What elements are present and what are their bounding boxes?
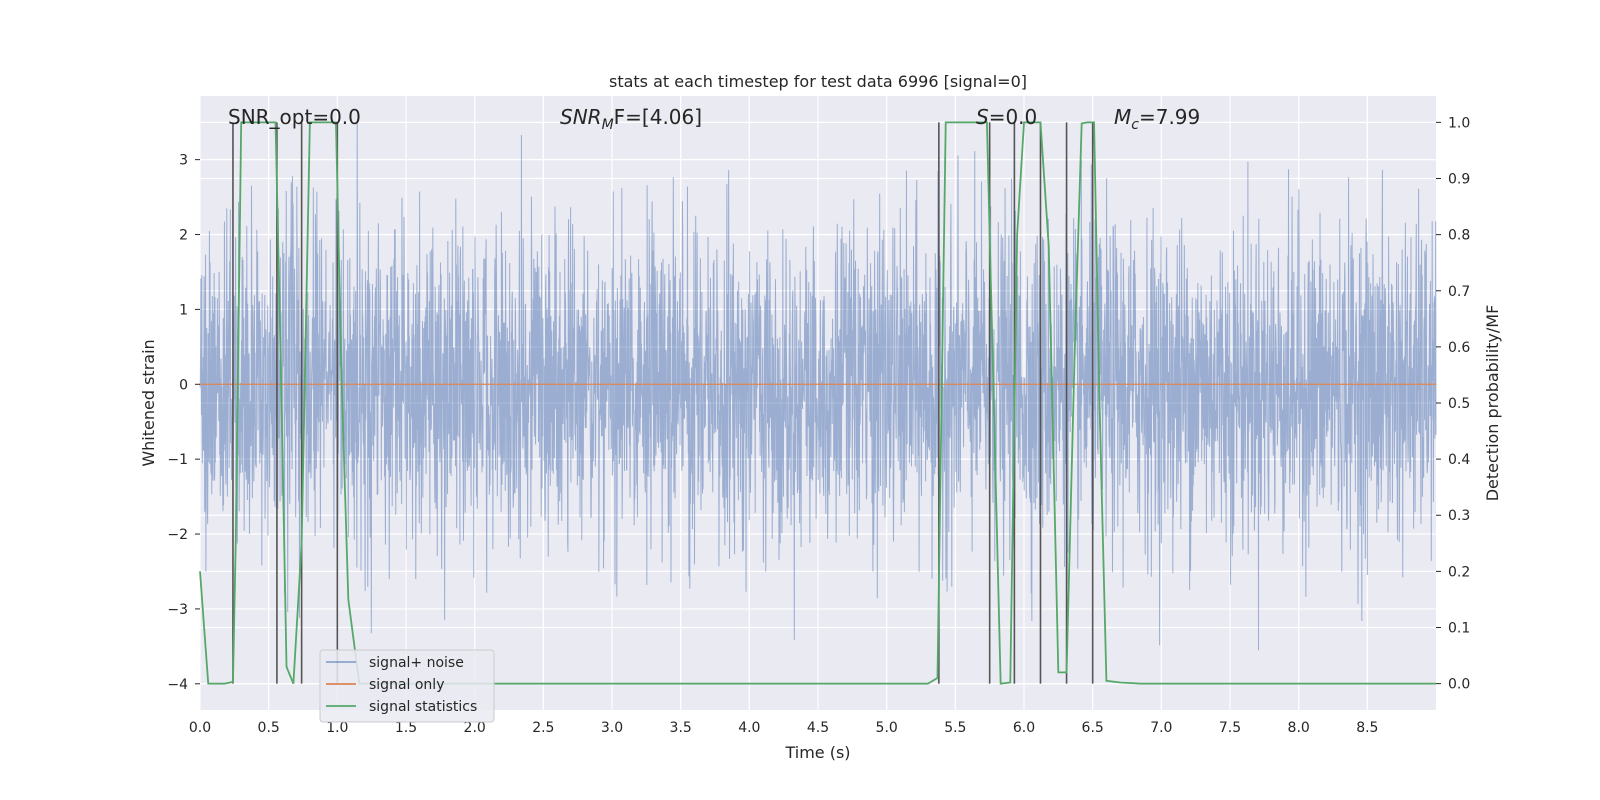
y2-axis-label: Detection probability/MF — [1483, 305, 1502, 502]
series-signal-statistics — [199, 121, 1436, 685]
legend-label-stats: signal statistics — [369, 699, 477, 715]
annotation-snr-mf-sub: M — [602, 117, 614, 133]
annotation-snr-opt: SNR_opt=0.0 — [228, 105, 361, 129]
y2-tick-label-7: 0.3 — [1448, 508, 1470, 524]
y-tick-label-5: −2 — [167, 527, 188, 543]
x-tick-label-5: 2.5 — [532, 720, 554, 736]
x-tick-label-6: 3.0 — [601, 720, 623, 736]
chart-title: stats at each timestep for test data 699… — [609, 72, 1027, 91]
x-tick-label-17: 8.5 — [1356, 720, 1378, 736]
y2-tick-label-2: 0.8 — [1448, 228, 1470, 244]
annotation-mc: Mc=7.99 — [1114, 105, 1200, 133]
y-axis-right: 1.0 0.9 0.8 0.7 0.6 0.5 0.4 0.3 0.2 0.1 0.0 — [1436, 115, 1470, 693]
y-tick-label-1: 2 — [179, 228, 188, 244]
y2-tick-label-9: 0.1 — [1448, 620, 1470, 636]
x-tick-label-11: 5.5 — [944, 720, 966, 736]
y-axis-label: Whitened strain — [139, 339, 158, 466]
x-tick-label-1: 0.5 — [258, 720, 280, 736]
y-tick-label-7: −4 — [167, 677, 188, 693]
y2-tick-label-5: 0.5 — [1448, 396, 1470, 412]
annotation-s-rest: =0.0 — [989, 105, 1038, 129]
y2-tick-label-8: 0.2 — [1448, 564, 1470, 580]
legend: signal+ noise signal only signal statist… — [319, 649, 495, 723]
y2-tick-label-6: 0.4 — [1448, 452, 1470, 468]
x-tick-label-16: 8.0 — [1288, 720, 1310, 736]
x-tick-label-8: 4.0 — [738, 720, 760, 736]
x-tick-label-9: 4.5 — [807, 720, 829, 736]
y-tick-label-4: −1 — [167, 452, 188, 468]
x-tick-label-2: 1.0 — [326, 720, 348, 736]
annotation-mc-rest: =7.99 — [1139, 105, 1200, 129]
x-tick-label-13: 6.5 — [1082, 720, 1104, 736]
annotation-s: S=0.0 — [976, 105, 1037, 129]
annotation-snr-mf-main: SNR — [560, 105, 602, 129]
legend-box — [319, 649, 495, 723]
x-axis-label: Time (s) — [784, 743, 850, 762]
y2-tick-label-10: 0.0 — [1448, 677, 1470, 693]
y2-tick-label-0: 1.0 — [1448, 115, 1470, 131]
x-tick-label-10: 5.0 — [876, 720, 898, 736]
y2-tick-label-4: 0.6 — [1448, 340, 1470, 356]
y-axis-left: 3 2 1 0 −1 −2 −3 −4 — [167, 153, 200, 693]
annotation-mc-sub: c — [1131, 117, 1139, 133]
y-tick-label-3: 0 — [179, 377, 188, 393]
x-tick-label-4: 2.0 — [464, 720, 486, 736]
annotation-snr-mf-rest: F=[4.06] — [614, 105, 702, 129]
y-tick-label-0: 3 — [179, 153, 188, 169]
x-tick-label-3: 1.5 — [395, 720, 417, 736]
y-tick-label-6: −3 — [167, 602, 188, 618]
annotation-s-main: S — [976, 105, 989, 129]
y2-tick-label-3: 0.7 — [1448, 284, 1470, 300]
x-tick-label-14: 7.0 — [1150, 720, 1172, 736]
x-tick-label-15: 7.5 — [1219, 720, 1241, 736]
annotation-snr-mf: SNRMF=[4.06] — [560, 105, 702, 133]
x-tick-label-12: 6.0 — [1013, 720, 1035, 736]
x-tick-label-7: 3.5 — [670, 720, 692, 736]
x-axis: 0.0 0.5 1.0 1.5 2.0 2.5 3.0 3.5 4.0 4.5 5.0 5.5 6.0 6… — [189, 720, 1379, 736]
annotation-mc-main: M — [1114, 105, 1131, 129]
legend-label-signal-only: signal only — [369, 677, 444, 693]
y2-tick-label-1: 0.9 — [1448, 172, 1470, 188]
legend-label-noise: signal+ noise — [369, 655, 464, 671]
x-tick-label-0: 0.0 — [189, 720, 211, 736]
y-tick-label-2: 1 — [179, 302, 188, 318]
series-signal-noise — [199, 122, 1437, 651]
